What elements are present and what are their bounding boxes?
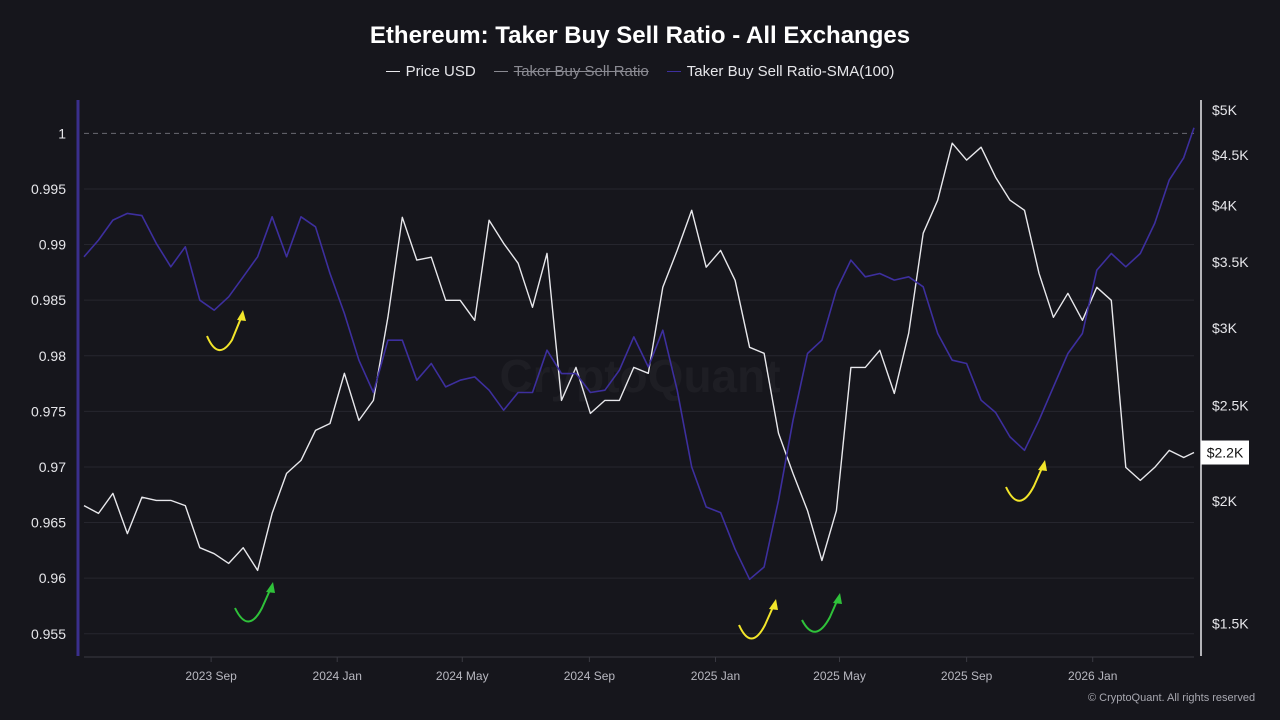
y-right-tick-label: $4K (1212, 197, 1238, 213)
y-right-tick-label: $5K (1212, 102, 1238, 118)
legend-swatch (666, 71, 681, 72)
x-tick-label: 2025 Jan (691, 669, 740, 683)
arrow-head (769, 599, 778, 610)
legend-swatch (385, 71, 400, 72)
y-left-tick-label: 0.97 (39, 459, 66, 475)
x-tick-label: 2025 Sep (941, 669, 993, 683)
y-left-tick-label: 0.965 (31, 515, 66, 531)
y-right-tick-label: $3.5K (1212, 254, 1249, 270)
arrow-head (1038, 460, 1047, 471)
arrow-head (833, 593, 842, 604)
annotation-arrow-2 (234, 589, 271, 623)
legend-item-sma[interactable]: Taker Buy Sell Ratio-SMA(100) (666, 63, 895, 80)
y-right-tick-label: $2.5K (1212, 398, 1249, 414)
annotation-arrow-3 (738, 606, 774, 640)
y-left-tick-label: 0.975 (31, 403, 66, 419)
price-series-line (83, 142, 1195, 572)
arrow-head (237, 310, 246, 321)
y-left-tick-label: 1 (58, 125, 66, 141)
annotations (206, 310, 1047, 640)
y-right-tick-label: $2K (1212, 493, 1238, 509)
y-left-tick-label: 0.985 (31, 292, 66, 308)
x-tick-label: 2024 Jan (313, 669, 362, 683)
annotation-arrow-1 (206, 317, 242, 351)
x-tick-label: 2023 Sep (185, 669, 237, 683)
legend-label: Taker Buy Sell Ratio-SMA(100) (686, 63, 895, 80)
copyright: © CryptoQuant. All rights reserved (1088, 692, 1256, 704)
current-price-badge (1201, 440, 1249, 465)
annotation-arrow-4 (801, 600, 838, 633)
y-left-tick-label: 0.98 (39, 348, 66, 364)
annotation-arrow-5 (1005, 467, 1043, 502)
y-right-tick-label: $1.5K (1212, 616, 1249, 632)
y-left-tick-label: 0.955 (31, 626, 66, 642)
y-left-tick-label: 0.995 (31, 181, 66, 197)
arrow-head (266, 582, 275, 593)
legend-label: Price USD (405, 63, 476, 80)
x-tick-label: 2025 May (813, 669, 866, 683)
legend: Price USD Taker Buy Sell Ratio Taker Buy… (0, 63, 1280, 80)
legend-item-ratio[interactable]: Taker Buy Sell Ratio (493, 63, 649, 80)
legend-swatch (493, 71, 508, 72)
y-right-tick-label: $4.5K (1212, 147, 1249, 163)
chart-title: Ethereum: Taker Buy Sell Ratio - All Exc… (369, 22, 911, 49)
y-left-tick-label: 0.99 (39, 237, 66, 253)
x-tick-label: 2024 Sep (564, 669, 616, 683)
y-left-tick-label: 0.96 (39, 570, 66, 586)
y-right-tick-label: $3K (1212, 320, 1238, 336)
legend-label: Taker Buy Sell Ratio (513, 63, 649, 80)
x-tick-label: 2026 Jan (1068, 669, 1117, 683)
sma-series-line (83, 127, 1195, 581)
watermark: CryptoQuant (499, 350, 780, 402)
x-tick-label: 2024 May (436, 669, 489, 683)
current-price-label: $2.2K (1207, 445, 1244, 461)
legend-item-price[interactable]: Price USD (385, 63, 476, 80)
